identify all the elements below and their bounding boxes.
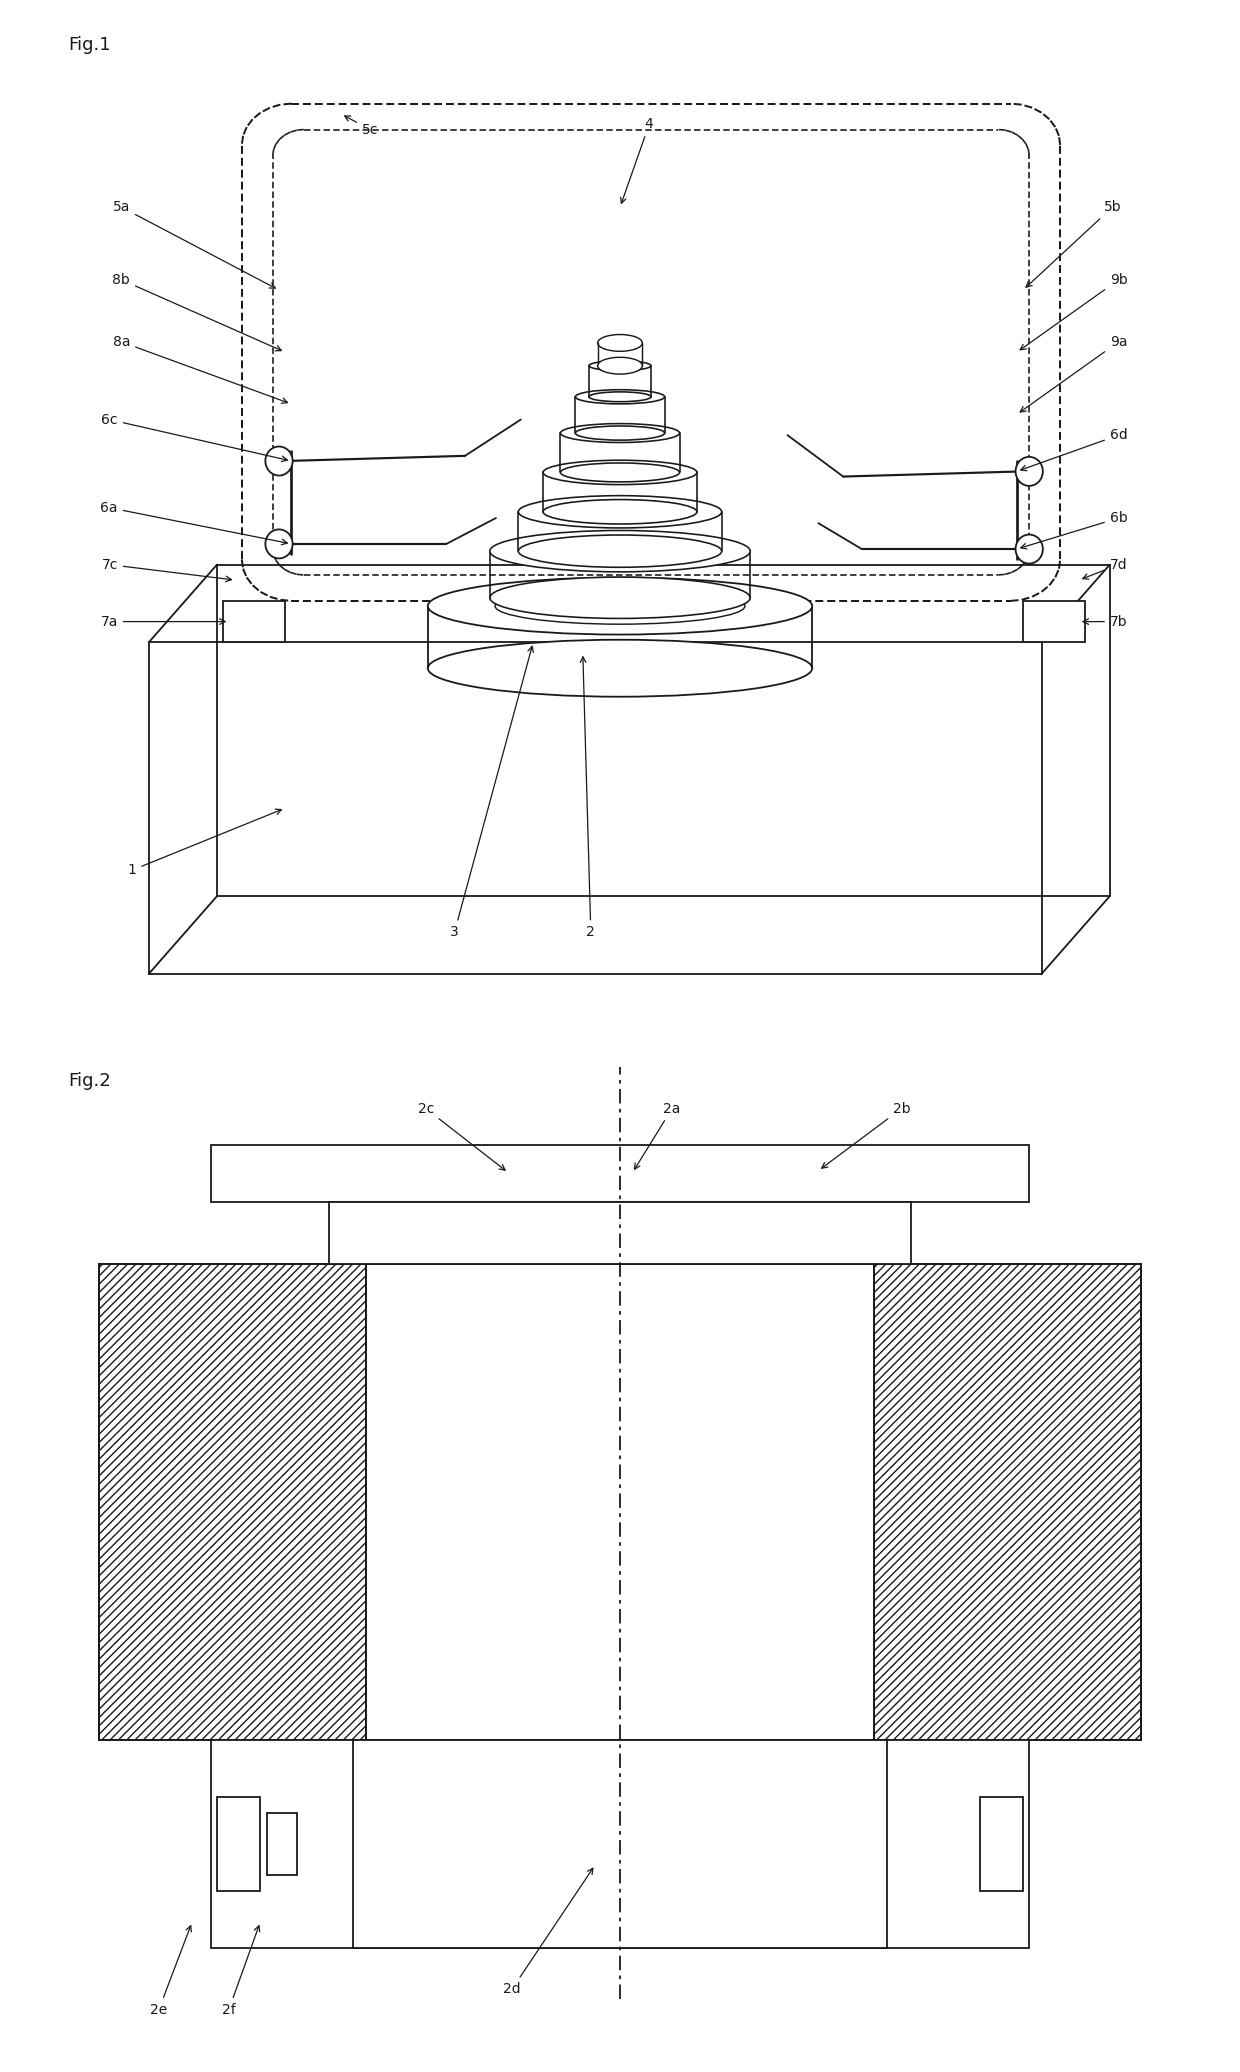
Text: 7a: 7a <box>100 615 226 628</box>
Ellipse shape <box>589 361 651 371</box>
Bar <box>1023 601 1085 642</box>
Ellipse shape <box>265 530 293 559</box>
Text: 2e: 2e <box>150 1925 191 2016</box>
Text: 6c: 6c <box>102 412 288 462</box>
Text: 2d: 2d <box>503 1869 593 1995</box>
Ellipse shape <box>1016 458 1043 487</box>
Ellipse shape <box>598 334 642 352</box>
Text: 2: 2 <box>580 657 595 939</box>
Text: 2b: 2b <box>822 1102 910 1169</box>
Ellipse shape <box>428 640 812 696</box>
Text: 5c: 5c <box>345 116 378 137</box>
Text: 7c: 7c <box>102 557 232 582</box>
Bar <box>99 1264 366 1740</box>
Text: 6b: 6b <box>1021 512 1127 549</box>
Text: 5b: 5b <box>1025 201 1121 288</box>
Bar <box>874 1264 1141 1740</box>
Text: 3: 3 <box>450 646 533 939</box>
Ellipse shape <box>518 495 722 528</box>
Bar <box>267 1813 298 1875</box>
Text: 9a: 9a <box>1021 336 1127 412</box>
Ellipse shape <box>560 423 680 443</box>
Text: 2a: 2a <box>635 1102 681 1169</box>
Bar <box>223 601 285 642</box>
Text: 9b: 9b <box>1021 274 1127 350</box>
Ellipse shape <box>428 578 812 634</box>
Bar <box>980 1796 1023 1890</box>
Text: 2f: 2f <box>222 1925 259 2016</box>
Ellipse shape <box>589 392 651 402</box>
Ellipse shape <box>495 588 745 624</box>
Text: 5a: 5a <box>113 201 275 288</box>
Bar <box>329 1202 911 1264</box>
Ellipse shape <box>560 462 680 483</box>
Text: 7d: 7d <box>1083 557 1127 580</box>
Text: Fig.1: Fig.1 <box>68 35 110 54</box>
Ellipse shape <box>490 530 750 572</box>
Bar <box>211 1144 1029 1202</box>
Ellipse shape <box>543 499 697 524</box>
Bar <box>211 1740 1029 1948</box>
Ellipse shape <box>575 427 665 439</box>
Ellipse shape <box>518 535 722 568</box>
Text: 8a: 8a <box>113 336 288 404</box>
Text: Fig.2: Fig.2 <box>68 1073 110 1090</box>
Ellipse shape <box>598 356 642 375</box>
Bar <box>353 1740 887 1948</box>
Ellipse shape <box>1016 535 1043 564</box>
Text: 2c: 2c <box>418 1102 505 1171</box>
Text: 7b: 7b <box>1083 615 1127 628</box>
Bar <box>217 1796 260 1890</box>
Text: 6d: 6d <box>1021 429 1127 470</box>
Ellipse shape <box>265 448 293 474</box>
Ellipse shape <box>490 578 750 617</box>
Ellipse shape <box>543 460 697 485</box>
Text: 6a: 6a <box>100 501 288 545</box>
Ellipse shape <box>575 390 665 404</box>
Text: 4: 4 <box>620 118 653 203</box>
Text: 1: 1 <box>128 810 281 876</box>
Text: 8b: 8b <box>113 274 281 350</box>
